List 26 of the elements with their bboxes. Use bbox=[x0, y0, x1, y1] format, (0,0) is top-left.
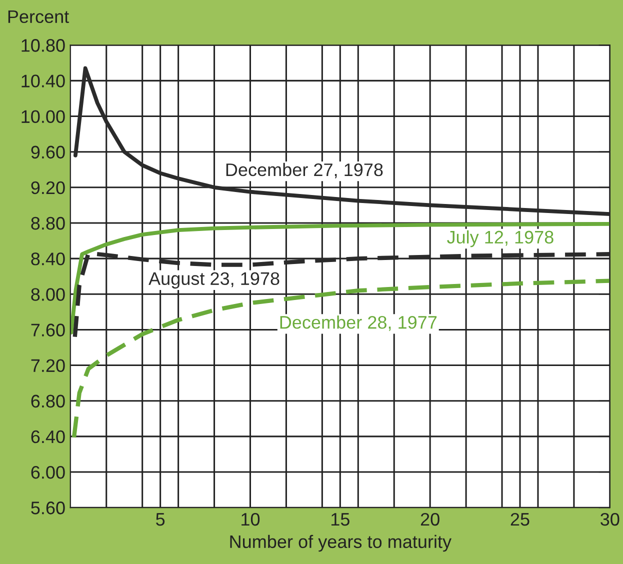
x-axis-title: Number of years to maturity bbox=[230, 534, 452, 552]
x-tick-label: 25 bbox=[510, 512, 530, 526]
series-label: December 27, 1978 bbox=[226, 162, 383, 178]
x-tick-label: 10 bbox=[242, 512, 260, 526]
y-tick-label: 6.00 bbox=[31, 466, 65, 479]
y-tick-label: 7.20 bbox=[31, 359, 65, 372]
y-tick-label: 5.60 bbox=[31, 502, 65, 514]
y-tick-label: 6.80 bbox=[31, 394, 65, 408]
y-axis-title: Percent bbox=[8, 10, 70, 24]
x-tick-label: 5 bbox=[156, 513, 165, 526]
y-tick-label: 7.60 bbox=[31, 324, 65, 336]
x-tick-label: 20 bbox=[420, 512, 440, 526]
y-tick-label: 10.80 bbox=[22, 39, 65, 52]
y-tick-label: 8.40 bbox=[31, 252, 65, 266]
y-tick-label: 9.60 bbox=[31, 146, 65, 159]
y-tick-label: 10.00 bbox=[22, 110, 65, 123]
y-tick-label: 10.40 bbox=[22, 74, 65, 88]
series-label: July 12, 1978 bbox=[447, 230, 554, 248]
series-label: August 23, 1978 bbox=[148, 272, 280, 289]
y-tick-label: 6.40 bbox=[31, 430, 65, 444]
x-tick-label: 30 bbox=[600, 512, 620, 526]
series-label: December 28, 1977 bbox=[280, 316, 437, 331]
y-tick-label: 8.80 bbox=[31, 216, 65, 230]
y-tick-label: 9.20 bbox=[31, 181, 65, 194]
y-tick-label: 8.00 bbox=[31, 288, 65, 301]
x-tick-label: 15 bbox=[331, 513, 350, 526]
